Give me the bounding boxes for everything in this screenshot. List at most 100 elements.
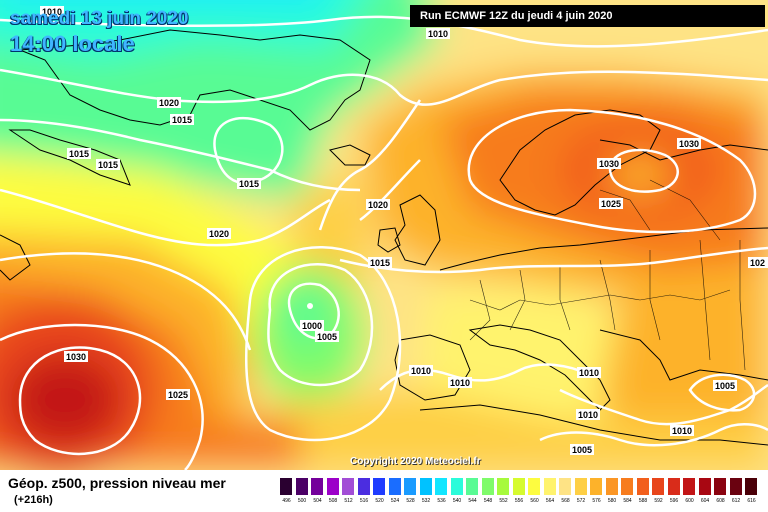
- svg-text:1015: 1015: [239, 179, 259, 189]
- svg-text:1030: 1030: [679, 139, 699, 149]
- isobar-label: 1005: [315, 331, 339, 342]
- isobar-label: 1015: [368, 257, 392, 268]
- scale-swatch: [636, 478, 650, 495]
- isobar-label: 1030: [64, 351, 88, 362]
- scale-swatch: [574, 478, 588, 495]
- north-africa-coast: [419, 404, 768, 446]
- svg-text:102: 102: [750, 258, 765, 268]
- isobar-label: 1020: [157, 97, 181, 108]
- isobar-label: 1015: [96, 159, 120, 170]
- scale-swatch: [590, 478, 603, 495]
- svg-text:1020: 1020: [209, 229, 229, 239]
- scale-tick-label: 600: [685, 498, 694, 504]
- scale-swatch: [667, 478, 681, 495]
- isobar-label: 1005: [570, 444, 594, 455]
- scale-tick-label: 516: [359, 498, 369, 504]
- z500-color-field: [0, 0, 768, 470]
- scale-swatch: [745, 478, 758, 495]
- svg-text:1005: 1005: [317, 332, 337, 342]
- scale-tick-label: 536: [437, 498, 446, 504]
- scale-tick-label: 544: [468, 498, 477, 504]
- scale-swatch: [311, 478, 324, 495]
- forecast-local-time: 14:00 locale: [10, 31, 135, 56]
- isobar-label: 1010: [448, 377, 472, 388]
- scale-swatch: [559, 478, 572, 495]
- scale-tick-label: 504: [313, 498, 322, 504]
- color-scale: 496 500 504 508 512 516 520 524 528 532 536 540 544 5…: [280, 478, 760, 508]
- isobar-label: 1010: [409, 365, 433, 376]
- scale-tick-label: 500: [297, 498, 307, 504]
- scale-swatch: [280, 478, 293, 495]
- svg-text:1010: 1010: [672, 426, 692, 436]
- scale-swatch: [466, 478, 479, 495]
- greenland-coast: [19, 29, 371, 131]
- isobar-label: 102: [748, 257, 768, 268]
- isobar-label: 1010: [426, 28, 450, 39]
- legend-forecast-offset: (+216h): [14, 494, 53, 506]
- svg-text:1015: 1015: [69, 149, 89, 159]
- scale-swatch: [729, 478, 743, 495]
- scale-tick-label: 588: [638, 498, 648, 504]
- scale-swatch: [388, 478, 402, 495]
- iceland-coast: [329, 144, 371, 166]
- svg-text:1005: 1005: [572, 445, 592, 455]
- scale-tick-label: 512: [344, 498, 353, 504]
- scale-tick-label: 560: [530, 498, 539, 504]
- scale-tick-label: 524: [390, 498, 400, 504]
- scale-swatch: [512, 478, 526, 495]
- scale-tick-label: 576: [592, 498, 601, 504]
- svg-text:1010: 1010: [579, 368, 599, 378]
- scale-swatch: [543, 478, 557, 495]
- forecast-date: samedi 13 juin 2020: [10, 8, 189, 29]
- scale-tick-label: 572: [576, 498, 586, 504]
- scale-tick-label: 564: [545, 498, 555, 504]
- isobar-label: 1020: [207, 228, 231, 239]
- scale-tick-label: 616: [747, 498, 756, 504]
- ireland-coast: [377, 227, 401, 253]
- isobar-label: 1010: [670, 425, 694, 436]
- scale-tick-label: 508: [328, 498, 338, 504]
- scale-swatch: [481, 478, 495, 495]
- scale-swatch: [357, 478, 371, 495]
- isobar-label: 1015: [67, 148, 91, 159]
- labrador-coast: [0, 234, 31, 281]
- isobar-label: 1005: [713, 380, 737, 391]
- svg-text:1025: 1025: [168, 390, 188, 400]
- scale-tick-label: 496: [282, 498, 291, 504]
- scale-swatch: [652, 478, 665, 495]
- scale-swatch: [404, 478, 417, 495]
- svg-text:1015: 1015: [172, 115, 192, 125]
- svg-text:1005: 1005: [715, 381, 735, 391]
- scale-tick-label: 596: [669, 498, 679, 504]
- iberia-coast: [394, 334, 471, 401]
- scale-swatch: [326, 478, 340, 495]
- svg-text:1030: 1030: [599, 159, 619, 169]
- isobar-label: 1015: [237, 178, 261, 189]
- scale-swatch: [621, 478, 634, 495]
- scale-tick-label: 580: [607, 498, 617, 504]
- svg-text:1010: 1010: [411, 366, 431, 376]
- scale-tick-label: 568: [561, 498, 570, 504]
- scale-swatch: [714, 478, 727, 495]
- finland-coast: [599, 139, 768, 161]
- low-center-marker: [307, 303, 313, 309]
- scale-swatch: [528, 478, 541, 495]
- scale-tick-label: 528: [406, 498, 415, 504]
- scale-tick-label: 604: [700, 498, 710, 504]
- scale-tick-label: 592: [654, 498, 663, 504]
- scale-tick-label: 552: [499, 498, 508, 504]
- scale-tick-label: 520: [375, 498, 384, 504]
- scale-tick-label: 612: [731, 498, 741, 504]
- svg-text:1015: 1015: [98, 160, 118, 170]
- british-isles-coast: [394, 194, 441, 266]
- svg-text:1030: 1030: [66, 352, 86, 362]
- scale-swatch: [698, 478, 712, 495]
- black-sea-coast: [599, 329, 768, 381]
- isobar-labels: 1010 1010 1020 1015 1015 1015 1015 1020 …: [40, 6, 768, 455]
- scale-swatch: [497, 478, 510, 495]
- legend-bar: Géop. z500, pression niveau mer (+216h) …: [0, 470, 768, 512]
- isobar-label: 1010: [577, 367, 601, 378]
- svg-text:1025: 1025: [601, 199, 621, 209]
- scale-tick-label: 548: [483, 498, 493, 504]
